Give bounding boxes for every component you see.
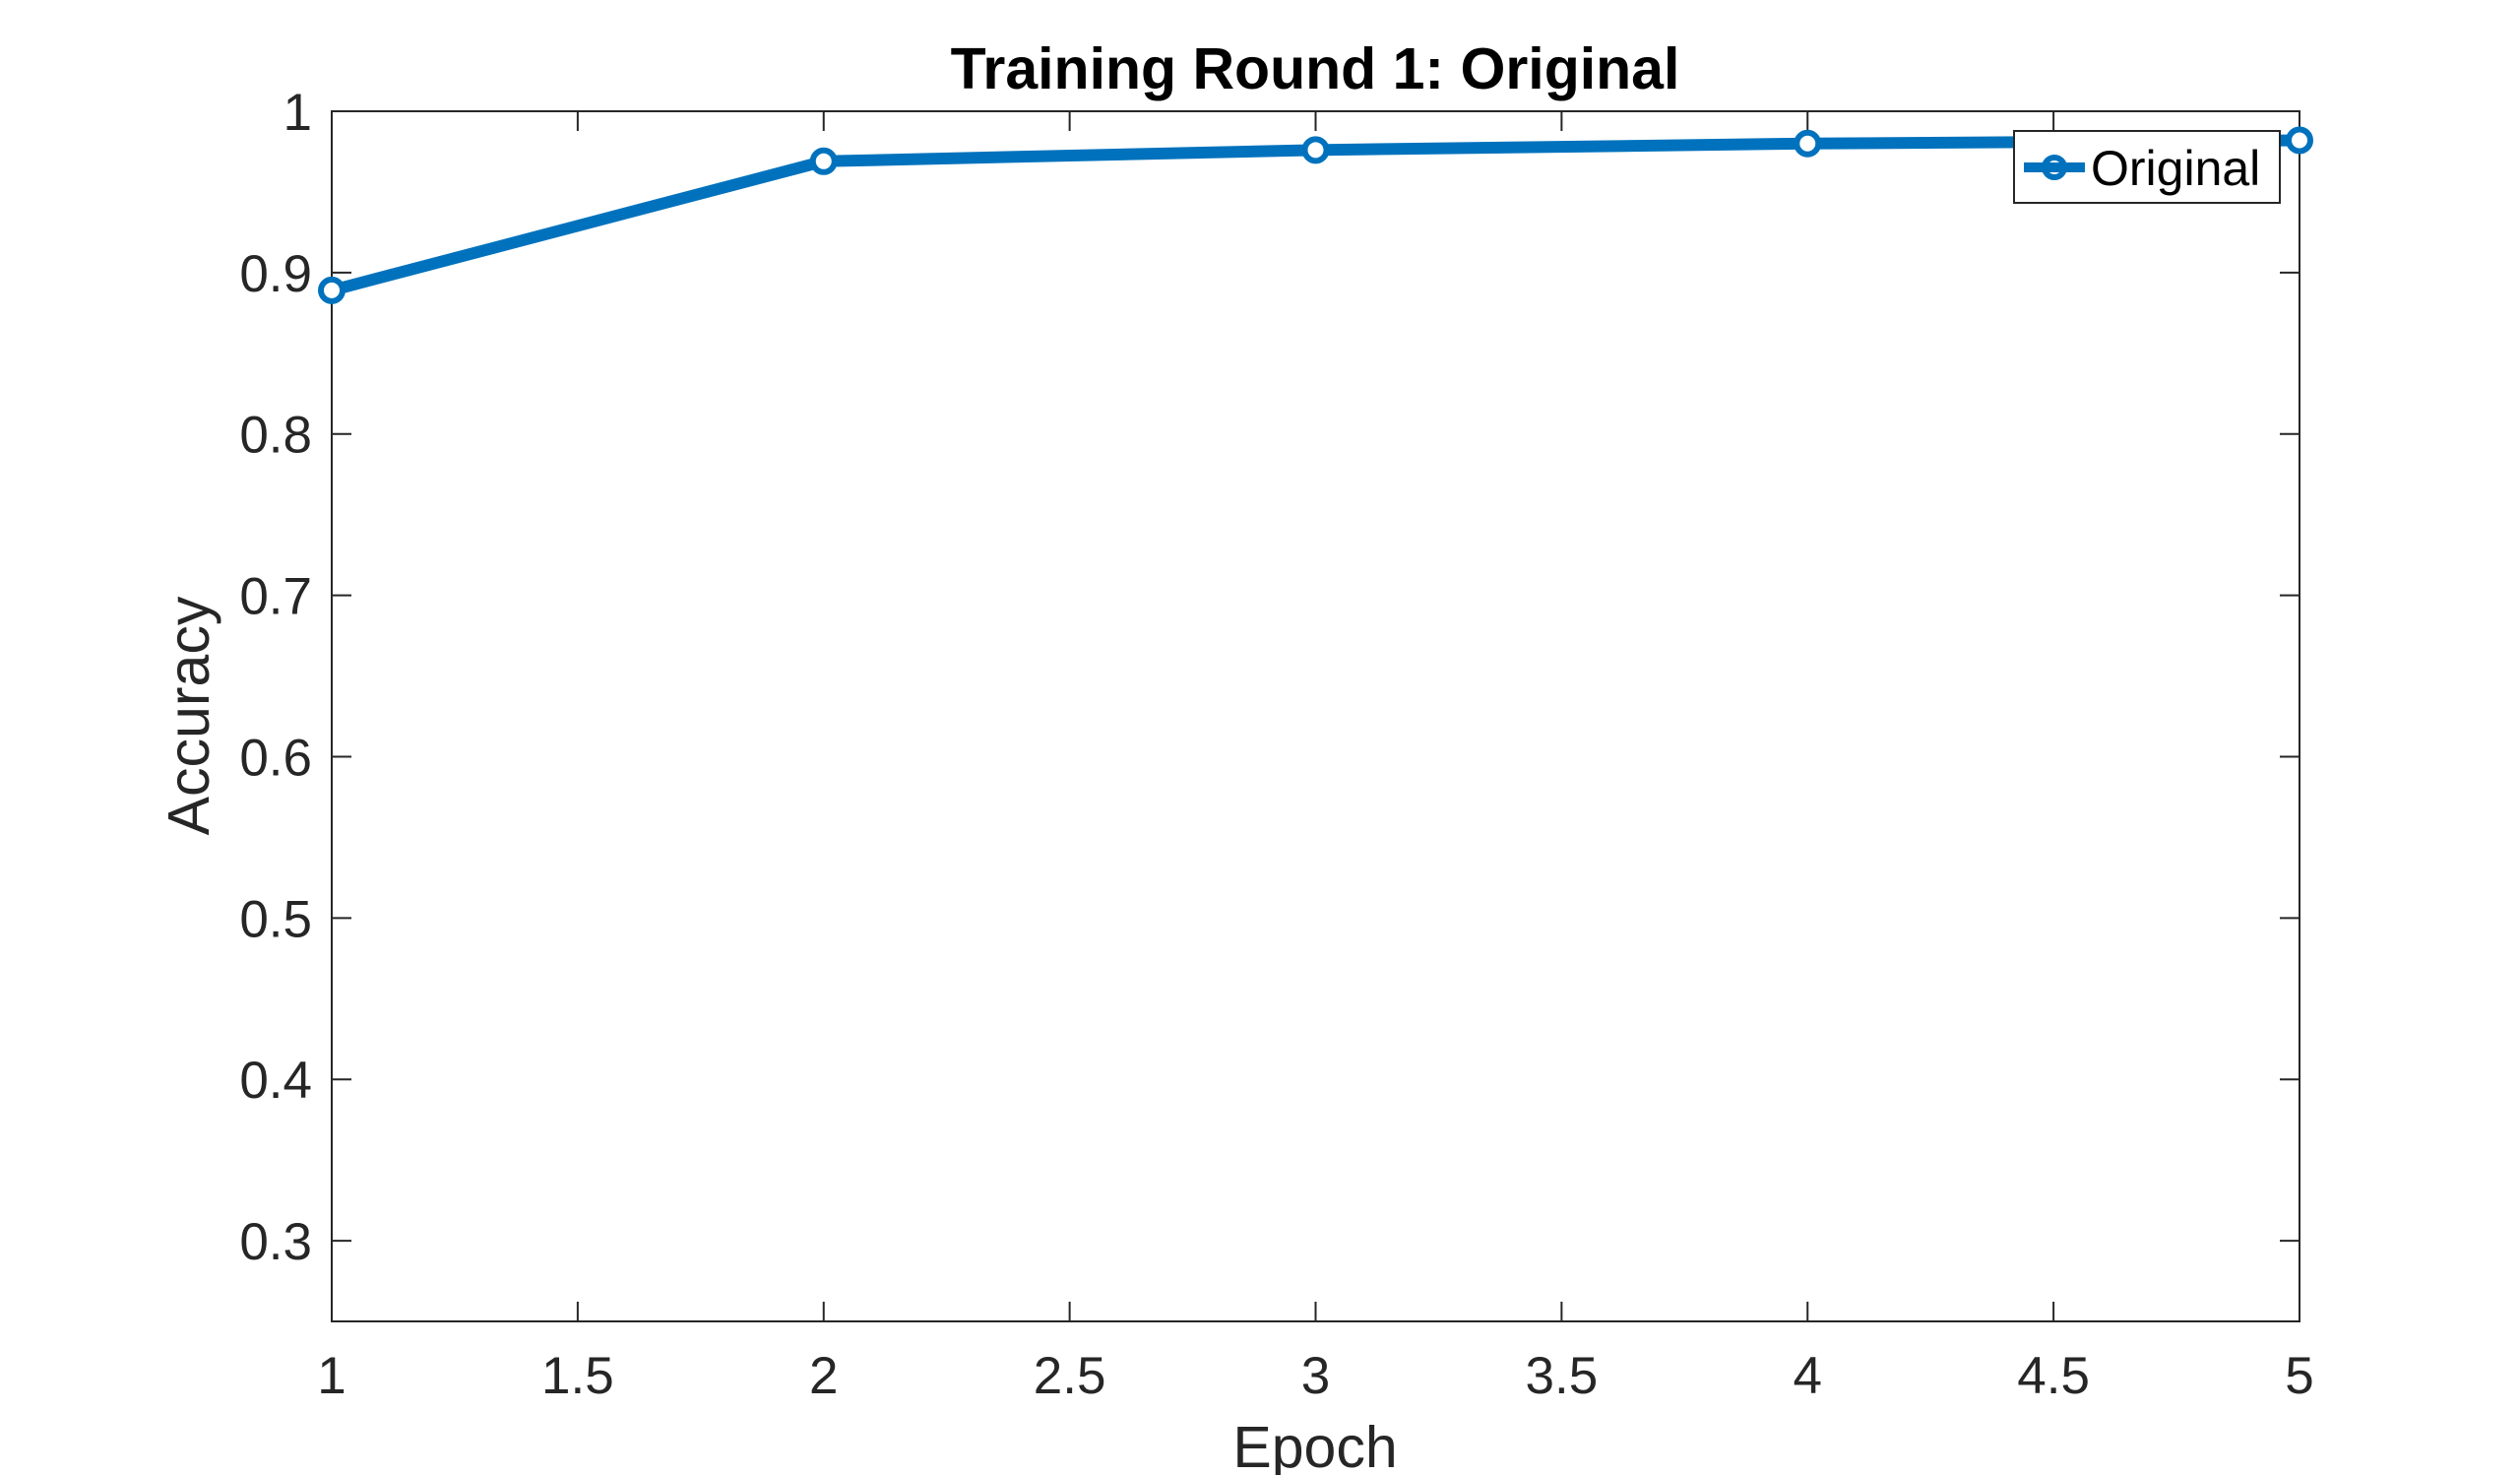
data-point bbox=[1794, 129, 1822, 158]
y-tick-label: 0.6 bbox=[239, 729, 312, 787]
data-point bbox=[809, 147, 838, 175]
y-axis-label: Accuracy bbox=[157, 596, 221, 835]
y-tick-label: 0.4 bbox=[239, 1052, 312, 1110]
legend-marker-original bbox=[2042, 155, 2067, 180]
legend: Original bbox=[2013, 130, 2281, 204]
y-tick-label: 0.8 bbox=[239, 407, 312, 465]
x-tick-label: 2.5 bbox=[1034, 1347, 1106, 1405]
y-tick-label: 0.7 bbox=[239, 568, 312, 626]
plot-area bbox=[331, 110, 2300, 1322]
data-point bbox=[2286, 126, 2313, 155]
x-tick-label: 4 bbox=[1794, 1347, 1822, 1405]
x-tick-label: 3 bbox=[1301, 1347, 1330, 1405]
chart-title: Training Round 1: Original bbox=[951, 36, 1680, 101]
x-axis-label: Epoch bbox=[1232, 1415, 1397, 1475]
x-tick-label: 1 bbox=[317, 1347, 346, 1405]
x-tick-label: 1.5 bbox=[541, 1347, 614, 1405]
x-tick-label: 4.5 bbox=[2017, 1347, 2090, 1405]
x-tick-label: 3.5 bbox=[1526, 1347, 1599, 1405]
data-point bbox=[1301, 136, 1330, 164]
y-tick-label: 0.3 bbox=[239, 1213, 312, 1271]
x-axis: 1 1.5 2 2.5 3 3.5 4 4.5 5 bbox=[317, 111, 2314, 1405]
x-tick-label: 5 bbox=[2285, 1347, 2313, 1405]
y-axis: 0.3 0.4 0.5 0.6 0.7 0.8 0.9 1 bbox=[239, 84, 2300, 1271]
series-layer bbox=[318, 126, 2313, 304]
x-tick-label: 2 bbox=[809, 1347, 838, 1405]
y-tick-label: 0.5 bbox=[239, 890, 312, 948]
y-tick-label: 0.9 bbox=[239, 245, 312, 303]
y-tick-label: 1 bbox=[284, 84, 312, 142]
legend-label-original: Original bbox=[2091, 141, 2260, 196]
data-point bbox=[318, 276, 346, 304]
